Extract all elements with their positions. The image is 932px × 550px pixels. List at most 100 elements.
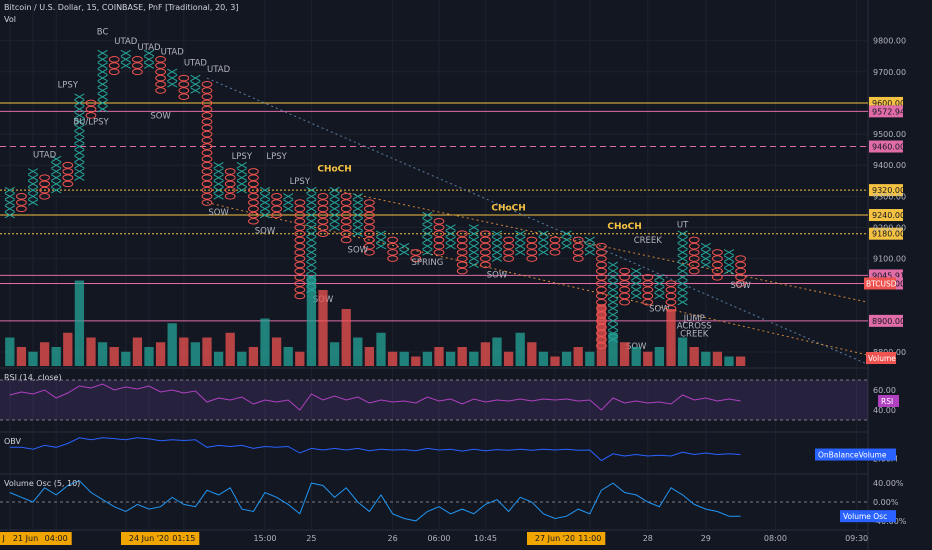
pnf-o-box <box>39 174 50 181</box>
pnf-x-box <box>700 242 711 250</box>
pnf-o-box <box>340 217 352 225</box>
pnf-o-box <box>503 249 514 256</box>
pnf-o-box <box>619 298 630 306</box>
pnf-x-stroke <box>515 230 526 237</box>
pnf-o-box <box>735 255 746 262</box>
pnf-x-stroke <box>422 230 433 237</box>
pnf-x-stroke <box>283 205 294 213</box>
volume-bar <box>155 342 166 366</box>
pnf-o-box <box>364 199 375 206</box>
pnf-o-box <box>317 205 329 213</box>
pnf-o-box <box>294 224 306 231</box>
pnf-o-box <box>85 99 97 107</box>
pnf-x-stroke <box>399 249 410 256</box>
pnf-x-box <box>654 292 665 300</box>
volume-bar <box>97 342 108 366</box>
price-level-label: 9045.91 <box>872 271 905 280</box>
annotation-label: BU/LPSY <box>73 118 109 128</box>
pnf-x-stroke <box>306 205 317 213</box>
pnf-x-box <box>120 62 131 69</box>
pnf-x-box <box>306 218 317 225</box>
pnf-o-box <box>712 273 723 281</box>
pnf-x-stroke <box>607 305 619 312</box>
trend-line-orange <box>334 189 869 303</box>
pnf-o-box <box>201 136 213 144</box>
volume-bar <box>654 347 665 366</box>
pnf-x-box <box>190 87 201 94</box>
pnf-o-box <box>596 255 607 262</box>
pnf-o-box <box>619 273 630 281</box>
pnf-o-box <box>480 255 491 262</box>
pnf-x-stroke <box>607 292 619 300</box>
pnf-o-box <box>433 224 445 231</box>
pnf-o-box <box>294 249 306 256</box>
pnf-x-stroke <box>97 74 108 82</box>
pnf-o-box <box>178 87 190 94</box>
pnf-x-box <box>584 236 595 244</box>
osc-badge-label: Volume Osc <box>843 512 887 521</box>
pnf-x-box <box>631 292 642 300</box>
obv-pane: 2.66MOnBalanceVolume <box>9 437 898 463</box>
pnf-o-box <box>294 230 306 237</box>
pnf-x-stroke <box>259 205 271 213</box>
pnf-x-stroke <box>375 236 387 244</box>
symbol-badge-label: BTCUSD <box>866 280 897 289</box>
pnf-x-box <box>631 274 642 281</box>
pnf-o-box <box>201 161 213 169</box>
pnf-x-box <box>74 112 85 119</box>
rsi-band <box>0 380 868 420</box>
pnf-x-stroke <box>97 81 108 88</box>
pnf-o-box <box>642 298 654 306</box>
pnf-o-box <box>201 99 213 107</box>
pnf-o-box <box>572 236 584 244</box>
pnf-x-box <box>422 242 433 250</box>
volume-bar <box>469 351 479 366</box>
pnf-x-box <box>561 242 572 250</box>
pnf-x-stroke <box>74 155 85 163</box>
volume-bar <box>167 323 177 366</box>
pnf-x-box <box>677 280 688 287</box>
volume-bar <box>503 351 514 366</box>
pnf-x-stroke <box>4 199 15 206</box>
price-tick: 9300.00 <box>873 192 906 201</box>
pnf-o-box <box>62 161 74 169</box>
time-tick: 08:00 <box>764 534 787 543</box>
pnf-x-stroke <box>607 280 619 287</box>
time-tick: 15:00 <box>253 534 276 543</box>
pnf-o-box <box>410 255 422 262</box>
pnf-x-stroke <box>120 49 131 57</box>
pnf-x-stroke <box>4 193 15 200</box>
pnf-o-box <box>665 292 677 300</box>
pnf-o-box <box>735 273 746 281</box>
pnf-x-stroke <box>491 242 503 250</box>
volume-bar <box>74 280 85 366</box>
pnf-x-box <box>515 230 526 237</box>
pnf-x-box <box>491 236 503 244</box>
pnf-x-stroke <box>445 230 456 237</box>
pnf-x-stroke <box>97 62 108 69</box>
pnf-x-stroke <box>74 93 85 100</box>
pnf-x-stroke <box>700 242 711 250</box>
pnf-x-box <box>677 274 688 281</box>
pnf-o-box <box>503 255 514 262</box>
price-level-label: 9460.00 <box>872 143 905 152</box>
pnf-x-box <box>329 224 340 231</box>
pnf-x-stroke <box>654 274 665 281</box>
volume-bar <box>51 347 61 366</box>
time-tick: 01:15 <box>172 534 195 543</box>
volume-bar <box>121 351 131 366</box>
pnf-o-box <box>526 255 538 262</box>
pnf-x-box <box>4 205 15 213</box>
pnf-x-stroke <box>27 174 39 181</box>
pnf-o-box <box>201 80 213 88</box>
pnf-x-box <box>538 242 549 250</box>
time-tick: 29 <box>701 534 711 543</box>
pnf-x-stroke <box>306 255 317 262</box>
pnf-x-stroke <box>213 168 224 175</box>
pnf-x-box <box>352 224 363 231</box>
price-level-label: 9320.00 <box>872 186 905 195</box>
pnf-x-box <box>491 249 503 256</box>
pnf-x-box <box>259 193 271 200</box>
pnf-x-stroke <box>329 218 340 225</box>
